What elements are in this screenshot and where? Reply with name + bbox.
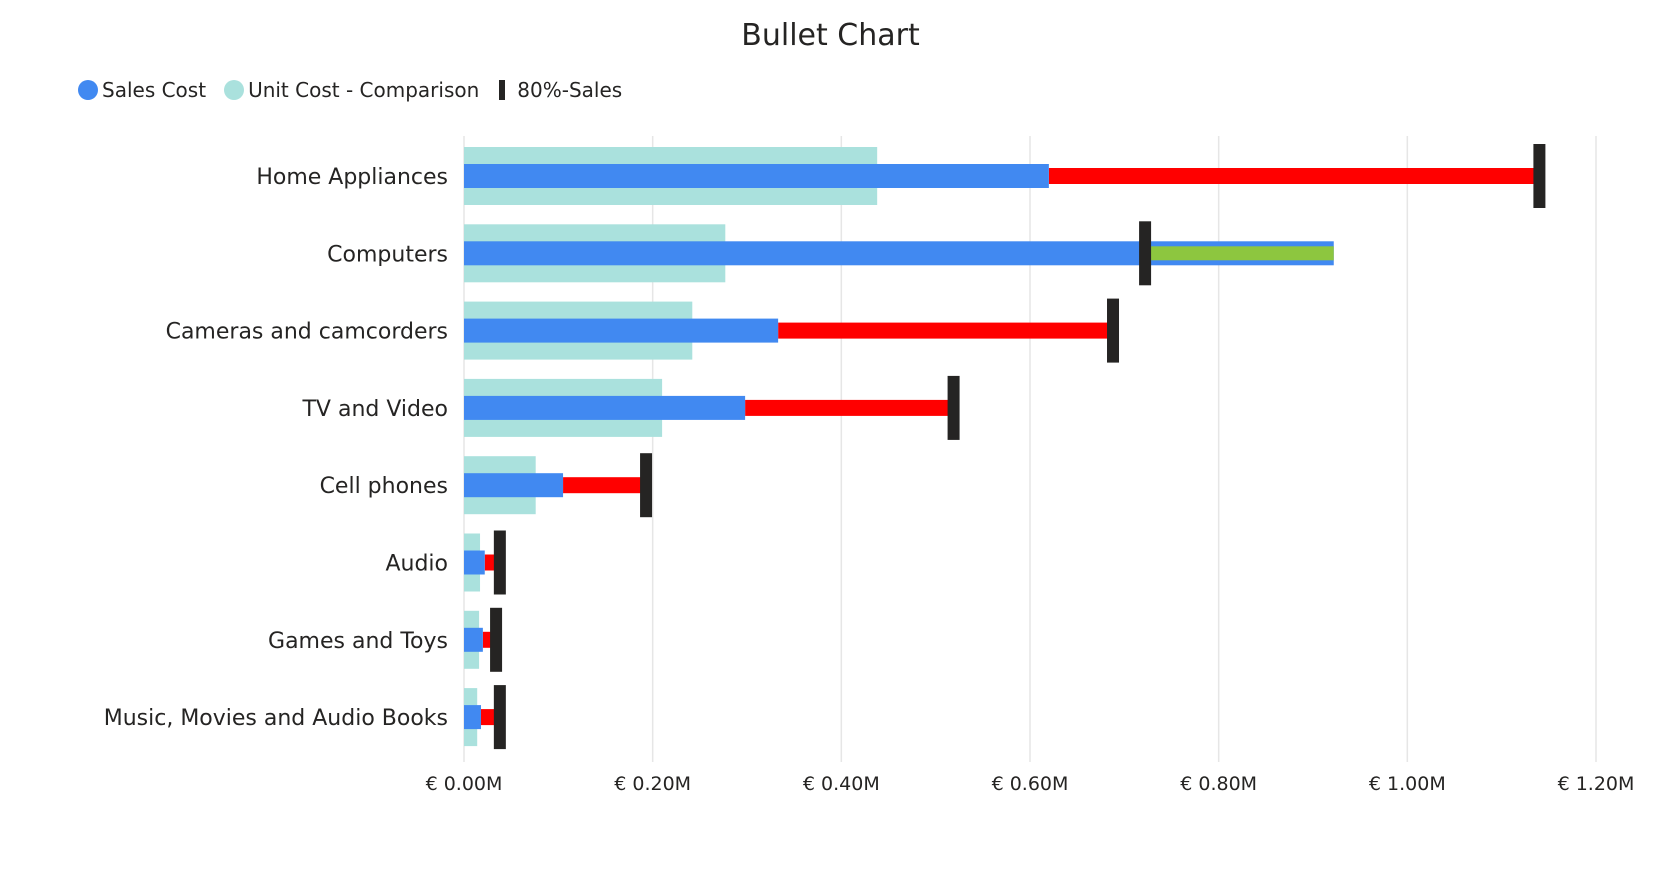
chart-title: Bullet Chart <box>741 18 920 53</box>
above-target-bar <box>1145 246 1334 261</box>
legend-label-target: 80%-Sales <box>517 78 623 102</box>
x-tick-label: € 0.00M <box>426 773 503 795</box>
x-tick-label: € 0.40M <box>803 773 880 795</box>
sales-cost-bar <box>464 627 483 652</box>
target-marker <box>490 607 503 672</box>
category-label: Cell phones <box>320 474 448 499</box>
sales-cost-bar <box>464 164 1049 188</box>
category-label: Audio <box>385 552 448 577</box>
category-label: TV and Video <box>301 397 448 422</box>
sales-cost-bar <box>464 705 481 730</box>
below-target-bar <box>563 477 647 494</box>
legend-label-comparison: Unit Cost - Comparison <box>248 78 480 102</box>
category-label: Computers <box>327 242 448 267</box>
target-marker <box>947 375 960 440</box>
x-tick-label: € 0.60M <box>992 773 1069 795</box>
legend-label-sales-cost: Sales Cost <box>102 78 207 102</box>
below-target-bar <box>745 399 954 416</box>
legend-swatch-sales-cost <box>78 80 98 100</box>
category-label: Music, Movies and Audio Books <box>104 706 448 731</box>
sales-cost-bar <box>464 473 564 498</box>
legend-item-comparison[interactable]: Unit Cost - Comparison <box>224 78 479 102</box>
x-tick-label: € 0.20M <box>614 773 691 795</box>
x-tick-label: € 1.00M <box>1369 773 1446 795</box>
legend-swatch-target <box>499 80 506 100</box>
legend-item-target[interactable]: 80%-Sales <box>497 78 622 102</box>
sales-cost-bar <box>464 550 485 575</box>
legend-item-sales-cost[interactable]: Sales Cost <box>78 78 206 102</box>
target-marker <box>640 453 653 518</box>
target-marker <box>1533 144 1546 208</box>
below-target-bar <box>1048 168 1540 184</box>
target-marker <box>493 530 506 595</box>
target-marker <box>493 685 506 750</box>
below-target-bar <box>778 322 1114 339</box>
x-tick-label: € 1.20M <box>1558 773 1635 795</box>
target-marker <box>1139 221 1152 286</box>
x-tick-label: € 0.80M <box>1180 773 1257 795</box>
sales-cost-bar <box>464 241 1144 266</box>
target-marker <box>1107 298 1120 363</box>
sales-cost-bar <box>464 318 779 343</box>
legend-swatch-comparison <box>224 80 245 100</box>
category-label: Cameras and camcorders <box>166 320 448 345</box>
legend: Sales Cost Unit Cost - Comparison 80%-Sa… <box>78 78 640 102</box>
category-label: Games and Toys <box>268 629 448 654</box>
category-label: Home Appliances <box>256 165 448 190</box>
sales-cost-bar <box>464 395 746 420</box>
